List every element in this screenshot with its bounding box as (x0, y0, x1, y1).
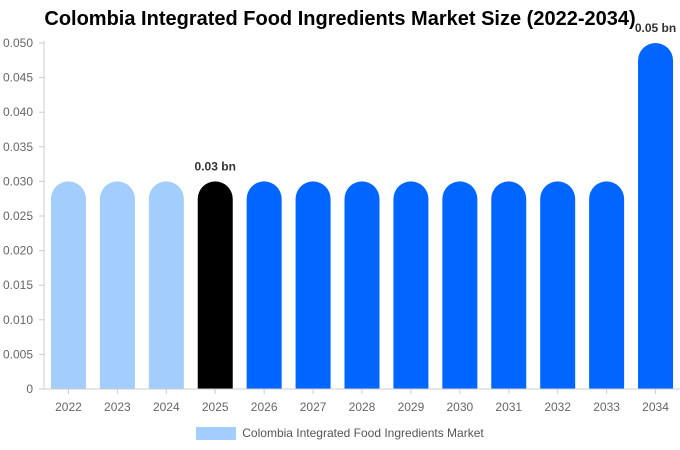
legend: Colombia Integrated Food Ingredients Mar… (0, 426, 680, 440)
bar-2034 (638, 43, 674, 389)
y-tick-label: 0.030 (3, 174, 33, 188)
y-tick-label: 0.010 (3, 313, 33, 327)
y-tick-label: 0.015 (3, 278, 33, 292)
bar-2031 (491, 181, 527, 389)
x-tick-label: 2033 (593, 400, 620, 414)
y-tick-label: 0.050 (3, 36, 33, 50)
x-axis: 2022 2023 2024 2025 2026 2027 2028 2029 2030 2031… (44, 388, 680, 414)
y-tick-label: 0.045 (3, 71, 33, 85)
x-tick-label: 2029 (398, 400, 425, 414)
y-tick-label: 0.005 (3, 347, 33, 361)
bar-2026 (246, 181, 282, 389)
x-tick-label: 2025 (202, 400, 229, 414)
y-tick-label: 0.035 (3, 140, 33, 154)
y-tick-label: 0 (26, 382, 33, 396)
x-tick-label: 2028 (349, 400, 376, 414)
x-tick-label: 2023 (104, 400, 131, 414)
bars (50, 43, 674, 389)
bar-2029 (393, 181, 429, 389)
x-tick-label: 2026 (251, 400, 278, 414)
chart-title: Colombia Integrated Food Ingredients Mar… (44, 8, 636, 30)
bar-chart: 0 0.005 0.010 0.015 0.020 0.025 0.030 0.035 0.04… (3, 21, 680, 414)
legend-swatch (196, 426, 237, 440)
bar-2023 (99, 181, 135, 389)
x-tick-label: 2030 (446, 400, 473, 414)
data-label-2034: 0.05 bn (635, 21, 676, 35)
x-tick-label: 2032 (544, 400, 571, 414)
y-tick-label: 0.020 (3, 244, 33, 258)
bar-2024 (148, 181, 184, 389)
x-tick-label: 2022 (55, 400, 82, 414)
x-tick-label: 2031 (495, 400, 522, 414)
bar-2022 (50, 181, 86, 389)
y-tick-label: 0.025 (3, 209, 33, 223)
bar-2033 (589, 181, 625, 389)
x-tick-label: 2024 (153, 400, 180, 414)
data-labels: 0.03 bn 0.05 bn (195, 21, 677, 173)
bar-2027 (295, 181, 331, 389)
data-label-2025: 0.03 bn (195, 159, 236, 173)
bar-2032 (540, 181, 576, 389)
x-tick-label: 2034 (642, 400, 669, 414)
y-axis: 0 0.005 0.010 0.015 0.020 0.025 0.030 0.035 0.04… (3, 36, 45, 396)
bar-2025 (197, 181, 233, 389)
y-tick-label: 0.040 (3, 105, 33, 119)
bar-2030 (442, 181, 478, 389)
bar-2028 (344, 181, 380, 389)
legend-label: Colombia Integrated Food Ingredients Mar… (242, 426, 484, 440)
x-tick-label: 2027 (300, 400, 327, 414)
